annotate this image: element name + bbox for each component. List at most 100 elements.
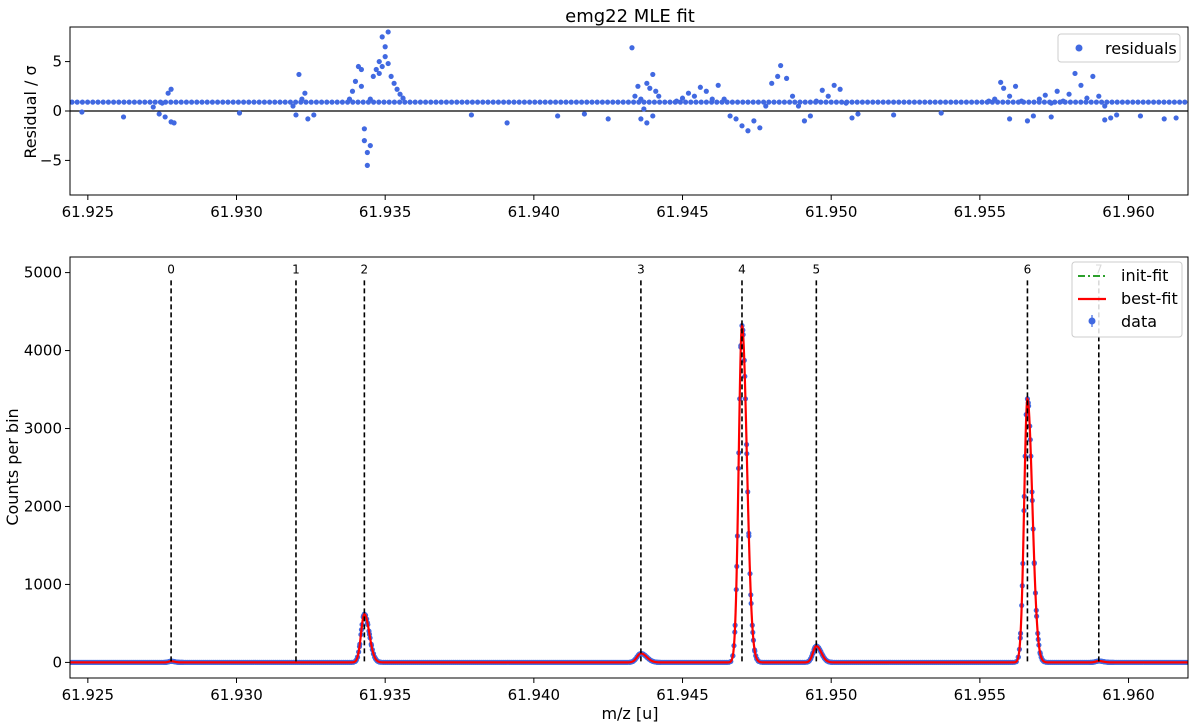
x-tick-label: 61.950 [805, 686, 858, 704]
residual-point [438, 99, 444, 105]
residual-point [1048, 100, 1054, 106]
residual-point [246, 99, 252, 105]
residual-point [162, 114, 168, 120]
residual-point [650, 113, 656, 119]
residual-point [194, 99, 200, 105]
residual-point [293, 99, 299, 105]
residual-point [339, 99, 345, 105]
residual-point [391, 99, 397, 105]
residual-point [537, 99, 543, 105]
x-tick-label: 61.935 [359, 686, 412, 704]
residual-point [605, 99, 611, 105]
residual-point [605, 116, 611, 122]
residuals-legend-marker [1075, 44, 1083, 52]
residual-point [173, 99, 179, 105]
residual-point [870, 99, 876, 105]
residual-point [388, 73, 394, 80]
residual-point [1096, 93, 1102, 99]
residual-point [620, 99, 626, 105]
residual-point [360, 99, 366, 105]
residual-point [818, 99, 824, 105]
residual-point [685, 90, 692, 96]
residual-point [986, 98, 992, 104]
residual-point [865, 99, 871, 105]
residual-point [837, 86, 843, 92]
residual-point [802, 99, 808, 105]
residual-point [683, 99, 689, 105]
residual-point [1125, 99, 1131, 105]
residual-point [727, 113, 733, 119]
residual-point [703, 99, 710, 105]
residual-point [382, 54, 388, 60]
residual-point [880, 99, 886, 105]
residual-point [631, 99, 637, 105]
residual-point [367, 96, 373, 102]
residual-point [204, 99, 210, 105]
residual-point [364, 149, 370, 156]
residual-point [358, 83, 364, 89]
residual-point [1054, 88, 1060, 94]
residual-point [901, 99, 907, 105]
residual-point [1109, 99, 1115, 105]
residual-point [1030, 113, 1036, 119]
residual-point [958, 99, 964, 105]
residual-point [79, 109, 85, 115]
residual-point [644, 80, 650, 86]
residual-point [553, 99, 559, 105]
residual-point [370, 73, 376, 80]
residual-point [532, 99, 538, 105]
residual-point [527, 99, 533, 105]
residual-point [641, 106, 647, 112]
residual-point [287, 99, 293, 105]
init-fit-legend-label: init-fit [1121, 266, 1168, 285]
residual-point [352, 78, 359, 84]
residual-point [468, 112, 475, 118]
residual-point [1036, 96, 1042, 102]
residuals-legend-label: residuals [1105, 39, 1177, 58]
residual-point [121, 99, 127, 105]
residual-point [854, 99, 860, 105]
residual-point [1090, 73, 1096, 80]
x-tick-label: 61.945 [656, 203, 709, 221]
residual-point [651, 99, 658, 105]
residual-point [490, 99, 496, 105]
residual-point [927, 99, 933, 105]
residual-point [1083, 99, 1089, 105]
residual-point [171, 120, 177, 126]
residual-point [646, 99, 652, 105]
residual-point [189, 99, 195, 105]
residual-point [346, 96, 353, 102]
residual-point [459, 99, 465, 105]
residual-point [745, 128, 751, 134]
residual-point [594, 99, 600, 105]
residual-point [787, 99, 793, 105]
residual-point [376, 99, 382, 105]
residual-point [807, 99, 814, 105]
residual-point [385, 60, 391, 67]
residual-point [236, 110, 243, 116]
residual-point [397, 99, 403, 105]
residual-point [296, 71, 302, 78]
residual-point [979, 99, 985, 105]
residual-point [305, 116, 311, 122]
residual-point [329, 99, 335, 105]
residual-point [998, 79, 1004, 85]
residual-point [235, 99, 241, 105]
residual-point [1119, 99, 1125, 105]
residual-point [495, 99, 501, 105]
residual-point [290, 103, 296, 109]
residual-point [1001, 85, 1007, 91]
residual-point [813, 98, 819, 104]
x-tick-label: 61.940 [508, 203, 561, 221]
residual-point [650, 71, 656, 78]
residual-point [1006, 93, 1013, 99]
residual-point [100, 99, 106, 105]
residual-point [568, 99, 574, 105]
residual-point [361, 126, 367, 132]
x-tick-label: 61.960 [1102, 686, 1155, 704]
residual-point [1078, 82, 1084, 88]
residual-point [111, 99, 117, 105]
residual-point [501, 99, 507, 105]
y-tick-label: 5 [52, 53, 62, 71]
